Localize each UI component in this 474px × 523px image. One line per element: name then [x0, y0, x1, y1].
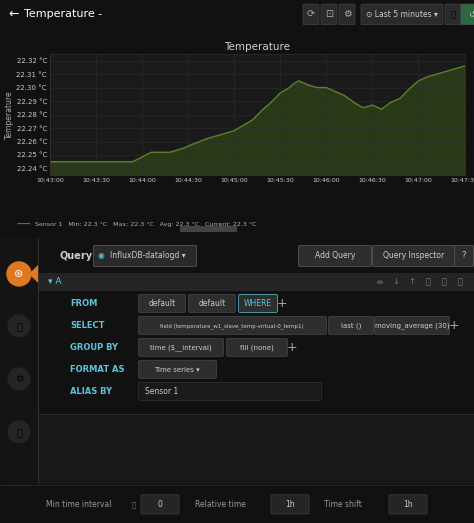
FancyBboxPatch shape	[374, 316, 449, 334]
FancyBboxPatch shape	[461, 4, 474, 25]
Text: InfluxDB-datalogd ▾: InfluxDB-datalogd ▾	[110, 252, 186, 260]
Text: GROUP BY: GROUP BY	[70, 344, 118, 353]
Text: ⧉: ⧉	[426, 277, 430, 287]
FancyBboxPatch shape	[238, 294, 277, 312]
Text: 🔔: 🔔	[16, 427, 22, 437]
Text: Min time interval: Min time interval	[46, 501, 111, 509]
FancyBboxPatch shape	[138, 316, 327, 334]
FancyBboxPatch shape	[389, 495, 427, 514]
Text: ↺: ↺	[468, 10, 474, 19]
Text: ⚙: ⚙	[15, 374, 23, 384]
Text: FORMAT AS: FORMAT AS	[70, 366, 125, 374]
Text: Add Query: Add Query	[315, 252, 355, 260]
Circle shape	[8, 421, 30, 443]
FancyBboxPatch shape	[299, 245, 372, 266]
FancyBboxPatch shape	[455, 245, 474, 266]
Text: ⚙: ⚙	[343, 9, 351, 19]
Text: time ($__interval): time ($__interval)	[150, 345, 212, 351]
Text: Temperature -: Temperature -	[24, 9, 102, 19]
FancyBboxPatch shape	[138, 360, 217, 378]
Text: 1h: 1h	[285, 501, 295, 509]
Text: ⊡: ⊡	[325, 9, 333, 19]
Text: 📈: 📈	[16, 321, 22, 331]
Text: +: +	[449, 320, 459, 333]
Text: Sensor 1   Min: 22.3 °C   Max: 22.3 °C   Avg: 22.3 °C   Current: 22.3 °C: Sensor 1 Min: 22.3 °C Max: 22.3 °C Avg: …	[31, 222, 256, 227]
Text: ↓: ↓	[392, 277, 400, 287]
Text: last (): last ()	[341, 323, 361, 329]
Text: Time series ▾: Time series ▾	[154, 367, 200, 373]
Text: +: +	[277, 298, 287, 311]
Text: ◉: ◉	[98, 252, 105, 260]
FancyBboxPatch shape	[339, 4, 355, 25]
FancyBboxPatch shape	[321, 4, 337, 25]
FancyBboxPatch shape	[189, 294, 236, 312]
Text: field (temperature_w1_slave_temp-virtual-0_temp1): field (temperature_w1_slave_temp-virtual…	[160, 323, 304, 329]
Text: Query Inspector: Query Inspector	[383, 252, 445, 260]
Text: default: default	[148, 299, 176, 309]
FancyBboxPatch shape	[138, 294, 185, 312]
Text: 👁: 👁	[441, 277, 447, 287]
Text: 0: 0	[157, 501, 163, 509]
Text: default: default	[199, 299, 226, 309]
Text: +: +	[287, 342, 297, 355]
Text: 🔍: 🔍	[450, 10, 456, 19]
Text: fill (none): fill (none)	[240, 345, 274, 351]
FancyBboxPatch shape	[227, 338, 288, 356]
Text: Time shift: Time shift	[324, 501, 362, 509]
Bar	[38, 416, 474, 484]
Text: FROM: FROM	[70, 299, 97, 309]
Text: ▾ A: ▾ A	[48, 277, 62, 287]
Text: Sensor 1: Sensor 1	[145, 388, 178, 396]
Text: ⊛: ⊛	[14, 269, 24, 279]
Text: ⓘ: ⓘ	[132, 502, 136, 508]
Text: ↑: ↑	[409, 277, 416, 287]
Bar	[38, 273, 474, 291]
Text: ✏: ✏	[376, 277, 383, 287]
Text: ⟳: ⟳	[307, 9, 315, 19]
Circle shape	[7, 262, 31, 286]
Text: ALIAS BY: ALIAS BY	[70, 388, 112, 396]
FancyBboxPatch shape	[303, 4, 319, 25]
FancyBboxPatch shape	[373, 245, 456, 266]
Text: moving_average (30): moving_average (30)	[374, 323, 449, 329]
FancyBboxPatch shape	[138, 338, 224, 356]
Circle shape	[8, 315, 30, 337]
Text: 1h: 1h	[403, 501, 413, 509]
Circle shape	[8, 368, 30, 390]
Bar	[0, 238, 38, 484]
FancyBboxPatch shape	[138, 382, 321, 400]
Bar	[180, 226, 237, 232]
Text: ⊙ Last 5 minutes ▾: ⊙ Last 5 minutes ▾	[366, 10, 438, 19]
FancyBboxPatch shape	[361, 4, 443, 25]
Text: —: —	[17, 218, 30, 231]
Polygon shape	[30, 266, 38, 282]
FancyBboxPatch shape	[93, 245, 197, 266]
FancyBboxPatch shape	[328, 316, 374, 334]
FancyBboxPatch shape	[445, 4, 461, 25]
Text: ←: ←	[8, 8, 18, 21]
Text: 🗑: 🗑	[457, 277, 463, 287]
Text: Relative time: Relative time	[195, 501, 246, 509]
Text: Query: Query	[60, 251, 93, 261]
Text: ?: ?	[462, 252, 466, 260]
FancyBboxPatch shape	[271, 495, 309, 514]
Text: SELECT: SELECT	[70, 322, 104, 331]
FancyBboxPatch shape	[141, 495, 179, 514]
Text: WHERE: WHERE	[244, 299, 272, 309]
